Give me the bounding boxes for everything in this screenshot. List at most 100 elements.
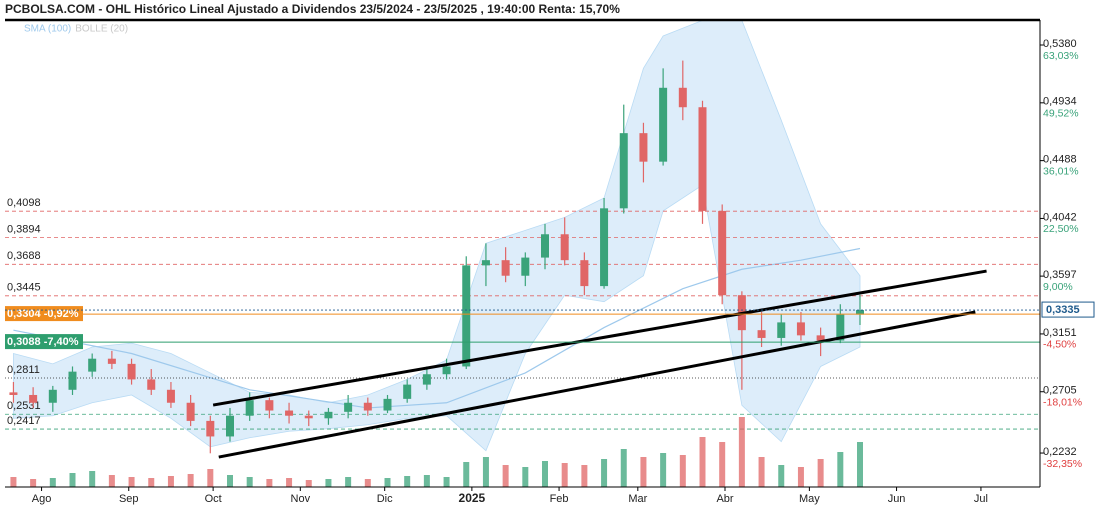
- y-tick-change: 49,52%: [1043, 108, 1079, 120]
- candle-body: [501, 260, 510, 276]
- candle-body: [619, 133, 628, 209]
- badge-label: 0,3088 -7,40%: [7, 336, 79, 348]
- y-tick-label: 0,4488: [1043, 154, 1077, 166]
- candle-body: [48, 389, 57, 403]
- candle-body: [442, 366, 451, 375]
- x-tick-label: Abr: [716, 493, 733, 505]
- volume-bar: [817, 459, 824, 487]
- volume-bar: [364, 479, 371, 487]
- candle-body: [580, 260, 589, 287]
- candle-body: [718, 210, 727, 296]
- volume-bar: [561, 463, 568, 487]
- bollinger-band: [13, 19, 861, 452]
- volume-bar: [542, 461, 548, 487]
- candle-body: [560, 234, 569, 261]
- candle-body: [186, 402, 195, 421]
- badge-box: [5, 306, 83, 322]
- volume-bar: [581, 465, 588, 487]
- volume-bar: [187, 474, 194, 487]
- candle-body: [422, 374, 431, 385]
- volume-bar: [423, 475, 430, 487]
- candle-body: [68, 371, 77, 390]
- candle-body: [777, 322, 786, 338]
- y-tick-change: -18,01%: [1043, 397, 1082, 409]
- volume-bar: [738, 417, 745, 487]
- volume-bar: [384, 478, 391, 487]
- volume-bar: [522, 467, 529, 487]
- x-tick-label: Mar: [628, 493, 647, 505]
- x-tick-label: Jul: [974, 493, 988, 505]
- volume-bar: [640, 457, 647, 487]
- candle-body: [541, 234, 549, 258]
- y-tick-change: 63,03%: [1043, 50, 1079, 62]
- x-tick-label: Sep: [119, 493, 139, 505]
- volume-bar: [266, 479, 273, 487]
- volume-bar: [620, 449, 627, 487]
- legend-label: SMA (100): [24, 24, 71, 35]
- volume-bar: [482, 457, 489, 487]
- legend-label: BOLLE (20): [75, 24, 128, 35]
- x-tick-label: Nov: [291, 493, 311, 505]
- volume-bar: [148, 478, 155, 487]
- y-tick-label: 0,4934: [1043, 96, 1077, 108]
- last-price-label: 0,3335: [1046, 304, 1080, 316]
- volume-bar: [758, 457, 765, 487]
- volume-bar: [286, 478, 293, 487]
- volume-bar: [404, 476, 411, 487]
- candle-body: [856, 310, 864, 315]
- y-tick-change: 36,01%: [1043, 165, 1079, 177]
- candle-body: [600, 208, 609, 287]
- y-tick-change: 9,00%: [1043, 281, 1073, 293]
- candle-body: [88, 358, 97, 372]
- volume-bar: [601, 459, 608, 487]
- y-tick-label: 0,3597: [1043, 269, 1077, 281]
- x-tick-label: May: [799, 493, 820, 505]
- sma-line: [13, 247, 861, 409]
- candle-body: [698, 107, 707, 211]
- candle-body: [462, 265, 471, 367]
- volume-bar: [778, 465, 785, 487]
- candle-body: [265, 400, 274, 411]
- candle-body: [796, 322, 805, 336]
- volume-bar: [30, 479, 37, 487]
- volume-bar: [69, 473, 76, 487]
- volume-bar: [305, 480, 312, 487]
- x-tick-label: 2025: [459, 491, 486, 505]
- volume-bar: [857, 442, 863, 487]
- level-label: 0,3445: [7, 282, 41, 294]
- volume-bar: [49, 478, 56, 487]
- trend-line: [218, 310, 976, 459]
- candle-body: [383, 398, 392, 411]
- level-label: 0,4098: [7, 197, 41, 209]
- level-label: 0,2811: [7, 364, 40, 376]
- candle-body: [363, 402, 372, 411]
- y-tick-label: 0,2705: [1043, 385, 1077, 397]
- candle-body: [29, 394, 38, 403]
- candle-body: [639, 133, 648, 162]
- candle-body: [659, 87, 668, 162]
- y-tick-change: -32,35%: [1043, 458, 1082, 470]
- x-tick-label: Jun: [888, 493, 906, 505]
- level-label: 0,3894: [7, 224, 41, 236]
- candle-body: [757, 330, 766, 338]
- level-label: 0,2417: [7, 415, 41, 427]
- y-tick-label: 0,3151: [1043, 327, 1077, 339]
- candle-body: [127, 363, 136, 380]
- volume-bar: [108, 475, 115, 487]
- volume-bar: [443, 477, 450, 487]
- candle-body: [285, 410, 294, 416]
- badge-label: 0,3304 -0,92%: [7, 308, 79, 320]
- candle-body: [678, 87, 687, 108]
- volume-bar: [719, 442, 726, 487]
- candle-body: [816, 335, 825, 341]
- y-tick-label: 0,2232: [1043, 446, 1077, 458]
- level-label: 0,3688: [7, 250, 41, 262]
- volume-bar: [699, 437, 706, 487]
- volume-bar: [660, 453, 667, 487]
- x-tick-label: Oct: [205, 493, 222, 505]
- trend-line: [212, 269, 987, 407]
- volume-bar: [128, 477, 135, 487]
- volume-bar: [167, 476, 174, 487]
